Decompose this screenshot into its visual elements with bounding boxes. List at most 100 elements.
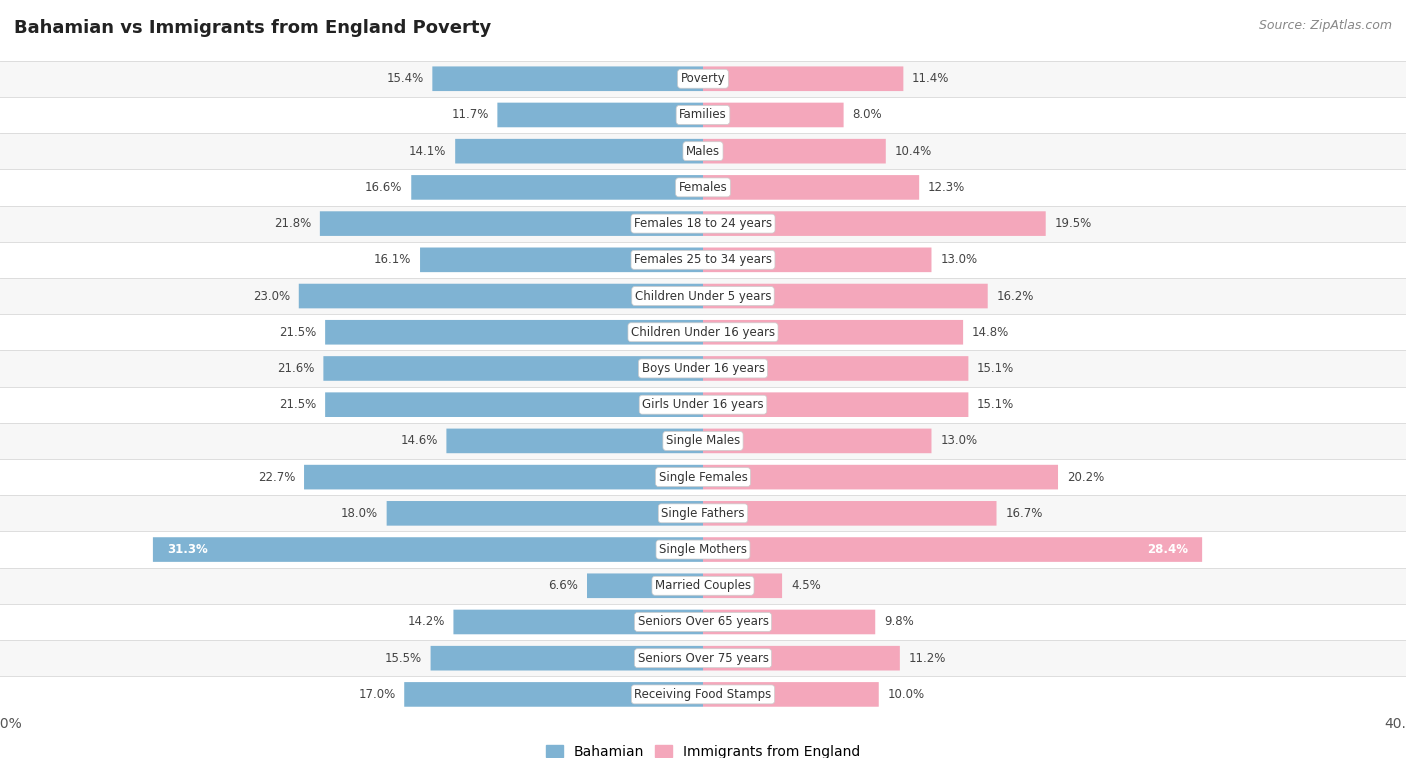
Text: 6.6%: 6.6% (548, 579, 578, 592)
Text: 15.1%: 15.1% (977, 398, 1014, 411)
Bar (0, 278, 1406, 314)
Text: 14.2%: 14.2% (408, 615, 444, 628)
Text: Families: Families (679, 108, 727, 121)
FancyBboxPatch shape (703, 320, 963, 345)
FancyBboxPatch shape (703, 646, 900, 671)
Bar (0, 495, 1406, 531)
Text: Source: ZipAtlas.com: Source: ZipAtlas.com (1258, 19, 1392, 32)
Text: 14.6%: 14.6% (401, 434, 437, 447)
Text: 20.2%: 20.2% (1067, 471, 1104, 484)
Text: 12.3%: 12.3% (928, 181, 965, 194)
Text: 8.0%: 8.0% (852, 108, 882, 121)
FancyBboxPatch shape (703, 501, 997, 525)
Bar (0, 640, 1406, 676)
Bar (0, 61, 1406, 97)
FancyBboxPatch shape (703, 67, 904, 91)
FancyBboxPatch shape (703, 102, 844, 127)
FancyBboxPatch shape (430, 646, 703, 671)
FancyBboxPatch shape (703, 283, 987, 309)
Bar (0, 423, 1406, 459)
Text: 17.0%: 17.0% (359, 688, 395, 701)
Text: 16.1%: 16.1% (374, 253, 412, 266)
Text: 11.2%: 11.2% (908, 652, 946, 665)
Text: Seniors Over 75 years: Seniors Over 75 years (637, 652, 769, 665)
Text: Single Females: Single Females (658, 471, 748, 484)
FancyBboxPatch shape (703, 682, 879, 706)
Text: Single Mothers: Single Mothers (659, 543, 747, 556)
Text: 10.4%: 10.4% (894, 145, 932, 158)
Bar (0, 205, 1406, 242)
Text: 4.5%: 4.5% (790, 579, 821, 592)
FancyBboxPatch shape (703, 393, 969, 417)
Bar (0, 314, 1406, 350)
Text: 21.5%: 21.5% (280, 326, 316, 339)
Text: Females: Females (679, 181, 727, 194)
Text: 19.5%: 19.5% (1054, 217, 1091, 230)
FancyBboxPatch shape (703, 248, 932, 272)
Bar (0, 604, 1406, 640)
Text: Children Under 16 years: Children Under 16 years (631, 326, 775, 339)
Text: Single Males: Single Males (666, 434, 740, 447)
Bar (0, 242, 1406, 278)
Text: Females 25 to 34 years: Females 25 to 34 years (634, 253, 772, 266)
Text: 22.7%: 22.7% (257, 471, 295, 484)
FancyBboxPatch shape (703, 356, 969, 381)
FancyBboxPatch shape (299, 283, 703, 309)
Text: 16.7%: 16.7% (1005, 507, 1043, 520)
FancyBboxPatch shape (703, 609, 875, 634)
FancyBboxPatch shape (703, 574, 782, 598)
Text: 11.4%: 11.4% (912, 72, 949, 85)
Text: 31.3%: 31.3% (167, 543, 208, 556)
FancyBboxPatch shape (703, 211, 1046, 236)
Text: 28.4%: 28.4% (1147, 543, 1188, 556)
Bar (0, 169, 1406, 205)
FancyBboxPatch shape (454, 609, 703, 634)
Text: 9.8%: 9.8% (884, 615, 914, 628)
FancyBboxPatch shape (456, 139, 703, 164)
FancyBboxPatch shape (412, 175, 703, 199)
FancyBboxPatch shape (304, 465, 703, 490)
Bar (0, 676, 1406, 713)
FancyBboxPatch shape (325, 393, 703, 417)
FancyBboxPatch shape (703, 428, 932, 453)
FancyBboxPatch shape (321, 211, 703, 236)
FancyBboxPatch shape (387, 501, 703, 525)
Text: 18.0%: 18.0% (340, 507, 378, 520)
FancyBboxPatch shape (153, 537, 703, 562)
Text: Females 18 to 24 years: Females 18 to 24 years (634, 217, 772, 230)
Text: Males: Males (686, 145, 720, 158)
Text: 13.0%: 13.0% (941, 253, 977, 266)
FancyBboxPatch shape (405, 682, 703, 706)
Text: Bahamian vs Immigrants from England Poverty: Bahamian vs Immigrants from England Pove… (14, 19, 491, 37)
Text: 16.2%: 16.2% (997, 290, 1033, 302)
Text: Receiving Food Stamps: Receiving Food Stamps (634, 688, 772, 701)
Text: 14.1%: 14.1% (409, 145, 447, 158)
Text: 10.0%: 10.0% (887, 688, 925, 701)
Legend: Bahamian, Immigrants from England: Bahamian, Immigrants from England (540, 739, 866, 758)
Text: 13.0%: 13.0% (941, 434, 977, 447)
Text: Seniors Over 65 years: Seniors Over 65 years (637, 615, 769, 628)
FancyBboxPatch shape (447, 428, 703, 453)
Bar (0, 387, 1406, 423)
Text: 15.4%: 15.4% (387, 72, 423, 85)
Text: Boys Under 16 years: Boys Under 16 years (641, 362, 765, 375)
Text: Single Fathers: Single Fathers (661, 507, 745, 520)
Text: 21.5%: 21.5% (280, 398, 316, 411)
FancyBboxPatch shape (498, 102, 703, 127)
Text: 16.6%: 16.6% (366, 181, 402, 194)
Text: 14.8%: 14.8% (972, 326, 1010, 339)
Text: Girls Under 16 years: Girls Under 16 years (643, 398, 763, 411)
FancyBboxPatch shape (703, 465, 1057, 490)
Text: 21.6%: 21.6% (277, 362, 315, 375)
Bar (0, 459, 1406, 495)
Bar (0, 568, 1406, 604)
Bar (0, 531, 1406, 568)
Text: Children Under 5 years: Children Under 5 years (634, 290, 772, 302)
FancyBboxPatch shape (703, 175, 920, 199)
Text: 21.8%: 21.8% (274, 217, 311, 230)
FancyBboxPatch shape (703, 139, 886, 164)
Text: 15.5%: 15.5% (385, 652, 422, 665)
Text: Poverty: Poverty (681, 72, 725, 85)
Bar (0, 97, 1406, 133)
Text: 15.1%: 15.1% (977, 362, 1014, 375)
